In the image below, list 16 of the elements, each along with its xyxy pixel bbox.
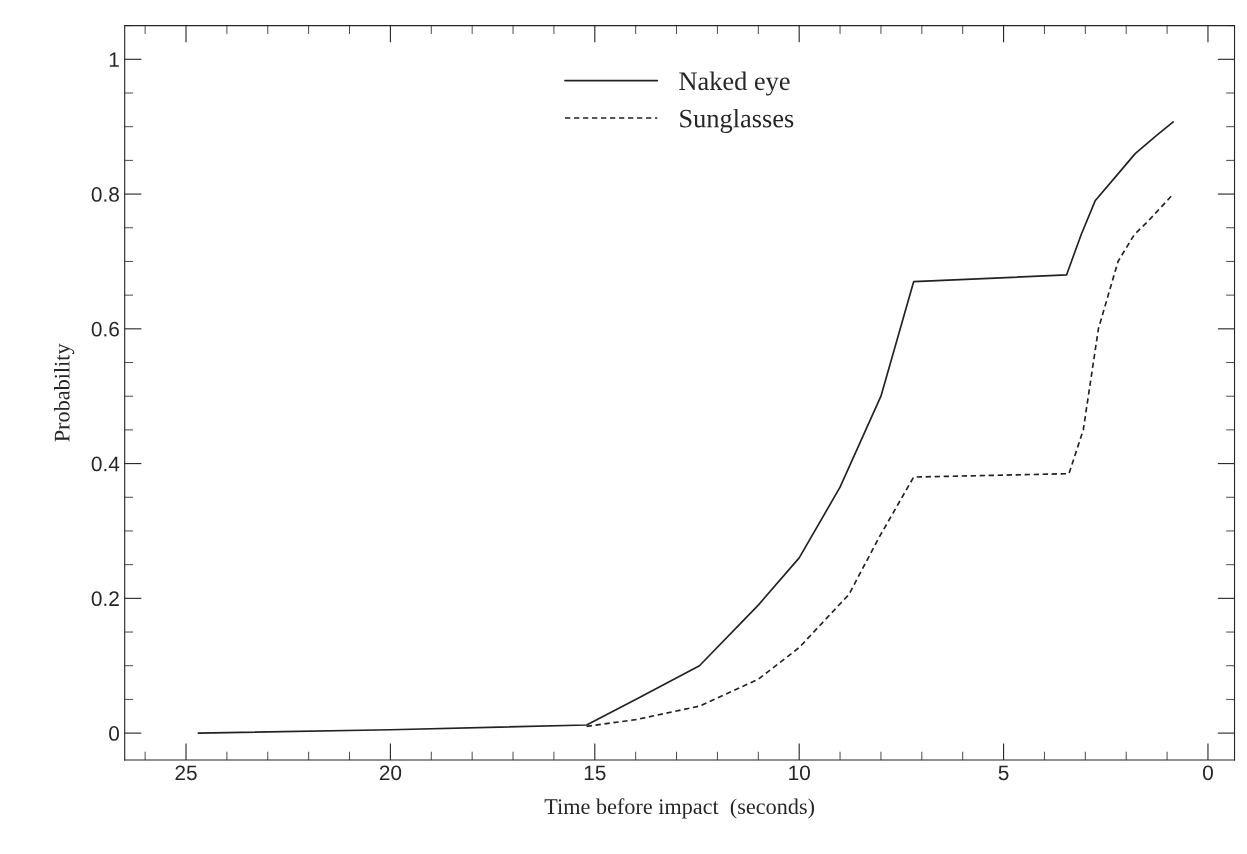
x-tick-label: 25 — [175, 765, 197, 781]
y-tick-label: 0.6 — [91, 321, 119, 337]
x-tick-label: 5 — [998, 765, 1009, 781]
x-tick-label: 15 — [584, 765, 606, 781]
x-tick-label: 0 — [1202, 765, 1213, 781]
x-tick-label: 20 — [379, 765, 402, 781]
x-axis-title: Time before impact (seconds) — [544, 798, 814, 819]
y-tick-label: 0 — [109, 726, 120, 741]
y-tick-label: 0.4 — [91, 456, 120, 472]
x-tick-label: 10 — [789, 765, 810, 781]
y-tick-label: 1 — [109, 52, 119, 67]
legend-label: Naked eye — [679, 71, 790, 96]
y-tick-label: 0.8 — [91, 187, 119, 202]
y-tick-label: 0.2 — [91, 591, 119, 607]
legend-label: Sunglasses — [680, 108, 794, 133]
y-axis-title: Probability — [54, 343, 75, 442]
